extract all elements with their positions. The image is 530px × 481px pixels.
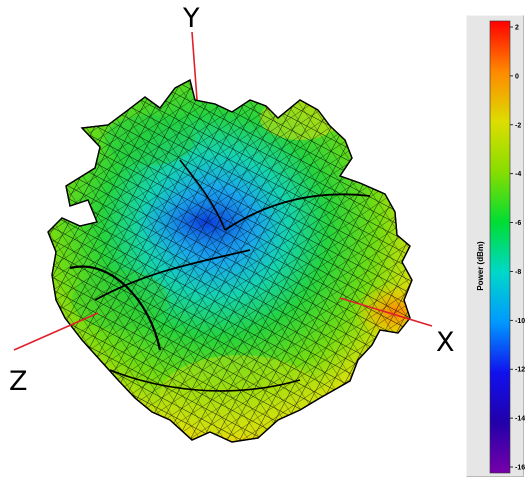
colorbar: Power (dBm) 2 0 -2 -4 -6 -8 -10 -12 -14 -16 [476, 20, 525, 474]
y-axis-label: Y [182, 3, 200, 34]
colorbar-tick-label: 2 [515, 25, 519, 32]
colorbar-tick-label: -12 [515, 367, 525, 374]
colorbar-title: Power (dBm) [476, 241, 485, 291]
colorbar-gradient [489, 20, 511, 474]
colorbar-tick-label: 0 [515, 73, 519, 80]
x-axis-label: X [436, 327, 455, 358]
colorbar-tick-label: -4 [515, 171, 521, 178]
colorbar-tick-label: -14 [515, 416, 525, 423]
colorbar-tick-label: -8 [515, 269, 521, 276]
colorbar-ticks: 2 0 -2 -4 -6 -8 -10 -12 -14 -16 [510, 25, 525, 472]
x-axis-line [339, 297, 433, 327]
colorbar-tick-label: -6 [515, 220, 521, 227]
colorbar-panel: Power (dBm) 2 0 -2 -4 -6 -8 -10 -12 -14 -16 [466, 15, 525, 477]
z-axis-line [13, 312, 99, 351]
surface-mesh [47, 78, 413, 443]
colorbar-tick-label: -2 [515, 122, 521, 129]
z-axis-label: Z [9, 366, 28, 397]
radiation-pattern-plot: Y X Z [9, 3, 455, 443]
colorbar-tick-label: -10 [515, 318, 525, 325]
colorbar-tick-label: -16 [515, 465, 525, 472]
